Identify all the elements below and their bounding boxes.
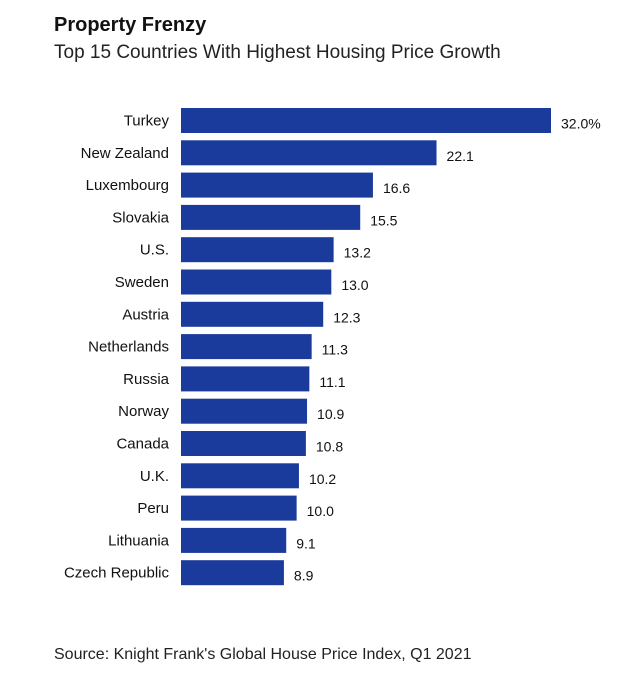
bar-canada	[181, 431, 306, 456]
chart-title: Property Frenzy	[54, 14, 207, 36]
category-label-u-s: U.S.	[140, 242, 169, 259]
value-label-lithuania: 9.1	[296, 535, 316, 551]
value-label-luxembourg: 16.6	[383, 180, 410, 196]
bar-chart: Turkey 32.0% New Zealand 22.1 Luxembourg 16.6…	[64, 108, 601, 586]
category-label-new-zealand: New Zealand	[81, 145, 169, 162]
category-label-russia: Russia	[123, 371, 170, 388]
category-label-czech-republic: Czech Republic	[64, 565, 170, 582]
value-label-peru: 10.0	[307, 503, 334, 519]
bar-luxembourg	[181, 172, 373, 198]
category-label-netherlands: Netherlands	[88, 339, 169, 356]
category-label-u-k: U.K.	[140, 468, 169, 485]
bar-lithuania	[181, 527, 287, 553]
value-label-austria: 12.3	[333, 309, 360, 325]
category-label-norway: Norway	[118, 403, 169, 420]
bar-sweden	[181, 269, 332, 295]
category-label-luxembourg: Luxembourg	[86, 177, 169, 194]
bar-slovakia	[181, 204, 361, 230]
category-label-sweden: Sweden	[115, 274, 169, 291]
bar-u-s	[181, 237, 334, 263]
bar-norway	[181, 398, 308, 424]
category-label-turkey: Turkey	[124, 113, 170, 130]
bar-netherlands	[181, 334, 312, 360]
value-label-netherlands: 11.3	[322, 342, 348, 358]
value-label-u-s: 13.2	[344, 245, 371, 261]
category-label-slovakia: Slovakia	[112, 209, 169, 226]
bar-turkey	[181, 108, 551, 133]
category-label-peru: Peru	[137, 500, 169, 517]
value-label-russia: 11.1	[319, 374, 345, 390]
bar-austria	[181, 301, 324, 327]
value-label-norway: 10.9	[317, 406, 344, 422]
category-label-canada: Canada	[116, 436, 169, 453]
value-label-slovakia: 15.5	[370, 212, 397, 228]
value-label-sweden: 13.0	[341, 277, 368, 293]
bar-czech-republic	[181, 560, 284, 586]
value-label-new-zealand: 22.1	[447, 148, 474, 164]
value-label-turkey: 32.0%	[561, 116, 601, 132]
value-label-czech-republic: 8.9	[294, 568, 314, 584]
bar-russia	[181, 366, 310, 392]
bar-new-zealand	[181, 140, 437, 166]
category-label-lithuania: Lithuania	[108, 532, 170, 549]
category-label-austria: Austria	[122, 306, 169, 323]
bar-peru	[181, 495, 297, 521]
bar-u-k	[181, 463, 299, 489]
source-note: Source: Knight Frank's Global House Pric…	[54, 646, 472, 663]
value-label-canada: 10.8	[316, 439, 343, 455]
value-label-u-k: 10.2	[309, 471, 336, 487]
chart-subtitle: Top 15 Countries With Highest Housing Pr…	[54, 42, 501, 63]
